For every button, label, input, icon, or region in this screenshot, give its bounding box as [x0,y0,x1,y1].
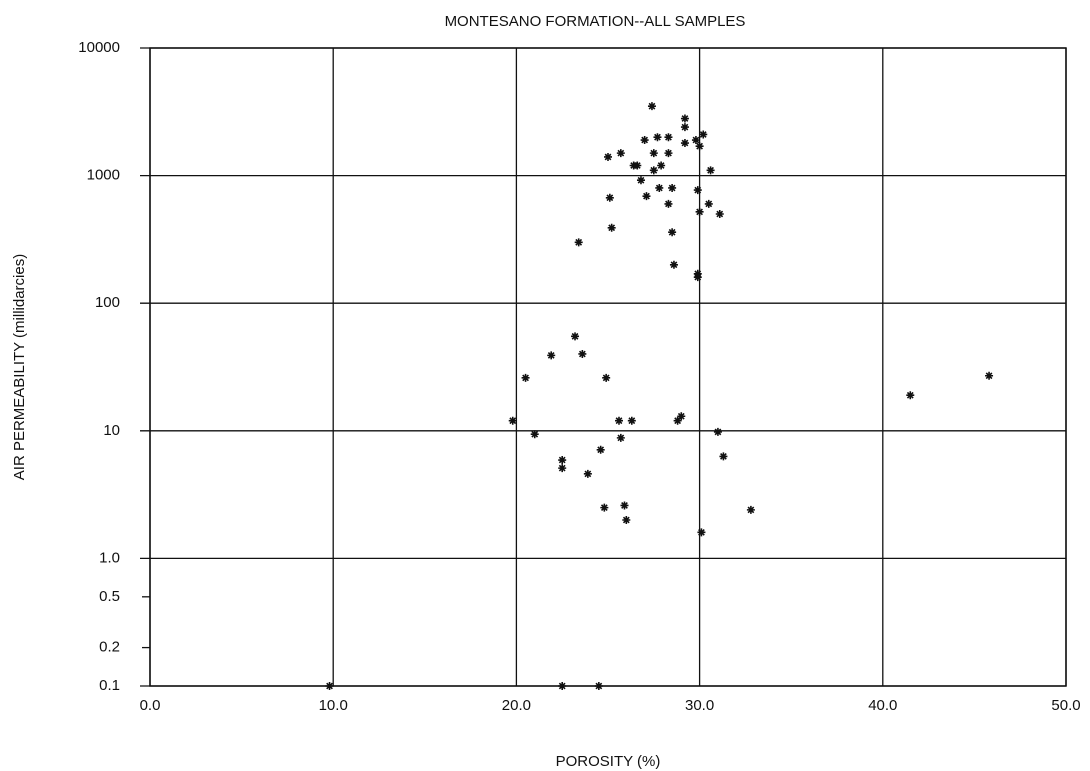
data-point [653,133,662,142]
data-point [664,149,673,158]
data-point [574,238,583,247]
data-point [697,528,706,537]
data-point [699,130,708,139]
data-point [620,501,629,510]
y-tick-label: 100 [95,294,120,311]
data-point [558,464,567,473]
data-point [680,123,689,132]
data-point [325,682,334,690]
data-point [521,373,530,382]
data-point [673,416,682,425]
data-point [614,416,623,425]
x-axis-label: POROSITY (%) [556,753,661,770]
data-point [640,136,649,145]
x-tick-label: 30.0 [685,697,714,714]
data-point [622,515,631,524]
data-point [571,332,580,341]
data-point [693,273,702,282]
data-point [668,183,677,192]
data-point [655,183,664,192]
plot-frame [149,47,1067,687]
data-point [530,430,539,439]
data-point [693,186,702,195]
x-tick-label: 20.0 [502,697,531,714]
data-point [719,452,728,461]
data-point [627,416,636,425]
data-point [664,199,673,208]
data-point [508,416,517,425]
data-point [649,149,658,158]
data-point [668,228,677,237]
data-point [578,349,587,358]
data-point [680,139,689,148]
x-tick-label: 50.0 [1051,697,1080,714]
data-point [604,152,612,161]
y-tick-label: 10 [103,422,120,439]
x-tick-label: 40.0 [868,697,897,714]
data-point [633,161,642,170]
data-point [642,192,651,201]
data-point [616,433,625,442]
data-point [713,427,722,436]
y-tick-label: 0.2 [99,639,120,656]
chart-title: MONTESANO FORMATION--ALL SAMPLES [445,13,746,30]
data-point [647,102,656,111]
data-point [906,391,915,400]
data-point [695,142,704,151]
data-point [691,136,700,145]
data-point [704,199,713,208]
data-point [558,456,567,465]
x-tick-label: 0.0 [140,697,161,714]
y-tick-label: 0.1 [99,677,120,694]
data-point [547,351,556,360]
data-point [649,166,658,175]
data-point [680,114,689,123]
data-point [600,503,609,512]
data-point [715,210,724,219]
data-point [706,166,715,175]
x-tick-label: 10.0 [319,697,348,714]
data-point [583,469,592,478]
data-point [636,176,645,185]
data-point [746,505,755,514]
data-point [602,373,611,382]
y-tick-label: 1000 [87,167,120,184]
data-point [605,193,614,202]
data-point [607,223,616,232]
data-point [695,207,704,216]
data-point [669,260,678,269]
data-point [596,445,605,454]
data-point [616,149,625,158]
y-tick-label: 0.5 [99,588,120,605]
data-point [677,412,686,421]
y-axis-label: AIR PERMEABILITY (millidarcies) [11,254,28,480]
data-point [594,682,603,690]
data-point [558,682,567,690]
data-point [664,133,673,142]
y-tick-label: 10000 [78,39,120,56]
y-tick-label: 1.0 [99,549,120,566]
data-point [985,371,994,380]
data-point [657,161,666,170]
